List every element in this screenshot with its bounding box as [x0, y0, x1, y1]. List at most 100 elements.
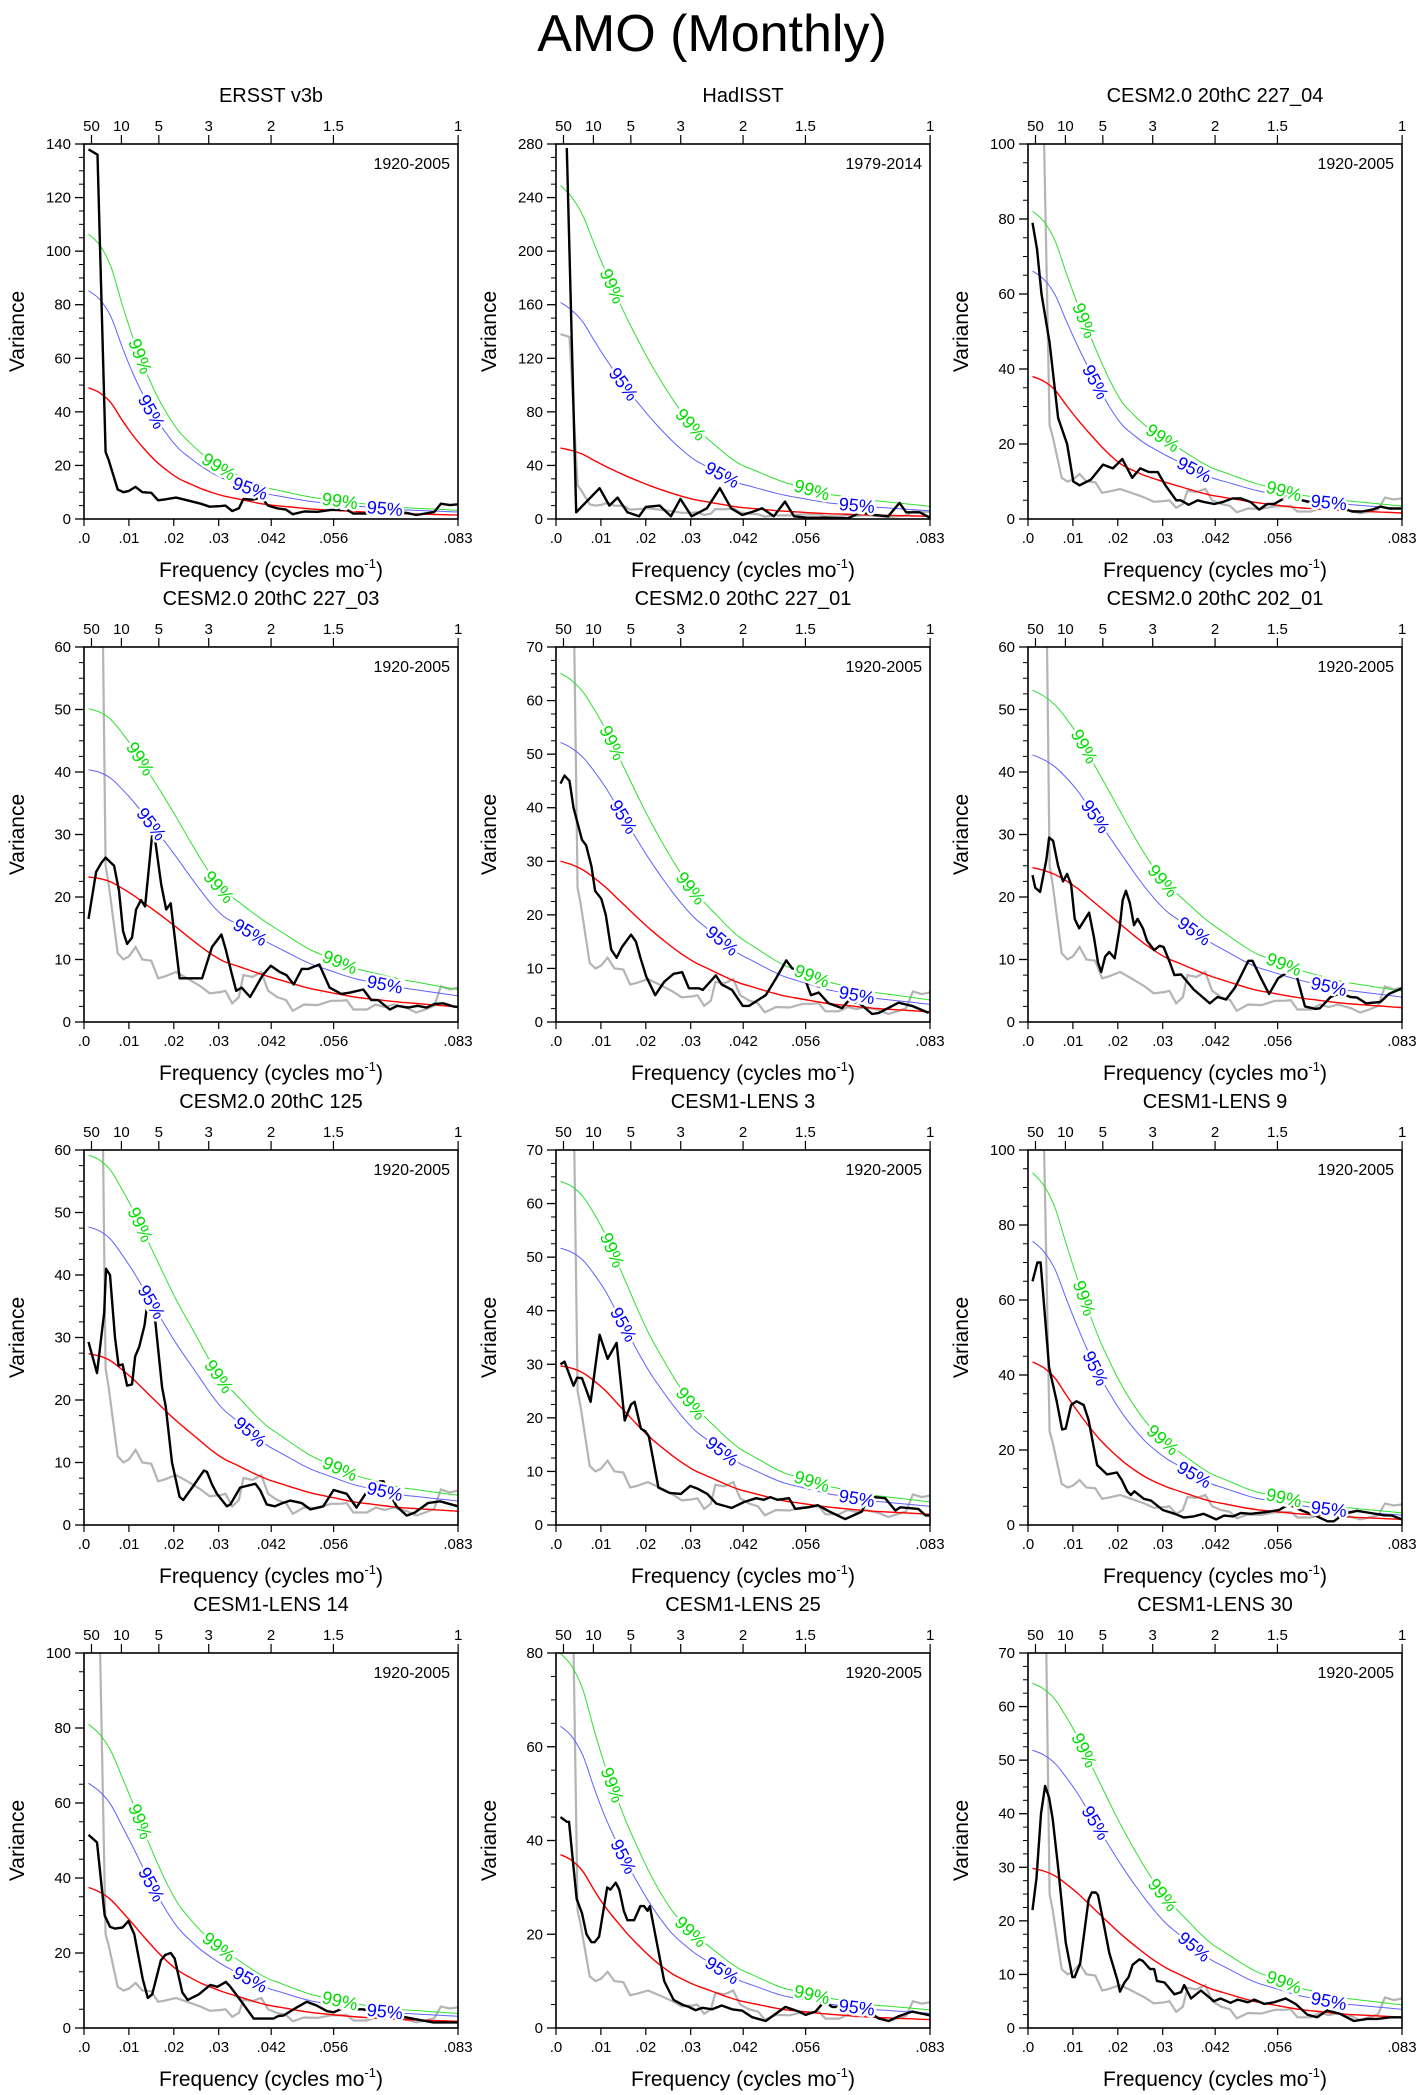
plot-area [559, 1653, 930, 2023]
period-tick-label: 1 [1398, 1627, 1406, 1644]
y-tick-label: 40 [54, 764, 71, 781]
y-tick-label: 100 [46, 1645, 71, 1662]
x-axis-label-main: Frequency (cycles mo [159, 1565, 364, 1588]
y-tick-label: 0 [535, 1517, 543, 1534]
period-tick-label: 5 [155, 118, 163, 135]
spectrum-panel: CESM2.0 20thC 227_03 1920-2005 Variance Fre… [6, 588, 473, 1085]
x-tick-label: .042 [257, 1536, 286, 1553]
y-axis-label: Variance [6, 794, 29, 875]
y-tick-label: 60 [998, 1292, 1015, 1309]
spectrum-line [559, 774, 930, 1016]
y-tick-label: 10 [54, 1455, 71, 1472]
x-tick-label: .056 [1263, 530, 1292, 547]
period-tick-label: 10 [1057, 1124, 1074, 1141]
plot-area [87, 1653, 458, 2024]
period-tick-label: 5 [1099, 621, 1107, 638]
y-tick-label: 40 [526, 457, 543, 474]
x-tick-label: .03 [208, 530, 229, 547]
plot-area [1031, 1653, 1402, 2023]
confidence-99-label: 99% [319, 1452, 360, 1485]
x-tick-label: .042 [1201, 1033, 1230, 1050]
x-tick-label: .02 [163, 1536, 184, 1553]
confidence-95-label: 95% [1174, 1928, 1214, 1966]
period-tick-label: 10 [1057, 1627, 1074, 1644]
period-tick-label: 1 [1398, 621, 1406, 638]
reference-spectrum-line [101, 1150, 458, 1517]
period-tick-label: 3 [677, 621, 685, 638]
x-axis-label-superscript: -1 [836, 1562, 848, 1577]
period-tick-label: 1.5 [1267, 118, 1288, 135]
period-tick-label: 2 [1211, 1627, 1219, 1644]
x-tick-label: .0 [78, 1536, 91, 1553]
confidence-99-line [560, 1653, 930, 2011]
period-tick-label: 1.5 [323, 118, 344, 135]
x-axis-label: Frequency (cycles mo-1) [1103, 1562, 1327, 1588]
period-tick-label: 3 [205, 1627, 213, 1644]
x-tick-label: .056 [1263, 1536, 1292, 1553]
x-tick-label: .01 [1062, 2039, 1083, 2056]
x-axis-label-main: Frequency (cycles mo [631, 1062, 836, 1085]
confidence-95-line [88, 1226, 458, 1502]
y-tick-label: 80 [526, 404, 543, 421]
confidence-99-label: 99% [198, 449, 239, 485]
confidence-99-line [1032, 689, 1402, 992]
y-axis-label: Variance [950, 1800, 973, 1881]
panel-title: CESM1-LENS 14 [193, 1594, 349, 1616]
panel-title: ERSST v3b [219, 85, 323, 107]
x-tick-label: .083 [915, 1536, 944, 1553]
x-tick-label: .03 [680, 1033, 701, 1050]
x-axis-label-superscript: -1 [836, 1059, 848, 1074]
confidence-95-label: 95% [837, 1486, 876, 1512]
x-tick-label: .01 [1062, 1536, 1083, 1553]
x-tick-label: .083 [443, 1033, 472, 1050]
red-noise-line [1032, 375, 1402, 514]
confidence-95-line [1032, 270, 1402, 510]
confidence-95-label: 95% [1077, 796, 1114, 837]
y-axis-label: Variance [478, 291, 501, 372]
confidence-95-label: 95% [702, 922, 742, 960]
period-tick-label: 3 [677, 1627, 685, 1644]
confidence-99-label: 99% [595, 722, 629, 763]
period-tick-label: 50 [555, 621, 572, 638]
x-tick-label: .056 [791, 1033, 820, 1050]
confidence-95-label: 95% [134, 391, 169, 432]
y-tick-label: 60 [998, 1699, 1015, 1716]
confidence-99-label: 99% [671, 404, 710, 444]
period-tick-label: 3 [677, 118, 685, 135]
x-tick-label: .01 [118, 530, 139, 547]
y-tick-label: 30 [998, 1859, 1015, 1876]
x-tick-label: .083 [915, 1033, 944, 1050]
confidence-99-line [1032, 210, 1402, 507]
period-tick-label: 2 [1211, 1124, 1219, 1141]
period-tick-label: 50 [1027, 621, 1044, 638]
y-tick-label: 50 [526, 746, 543, 763]
confidence-99-label: 99% [792, 1981, 832, 2008]
x-axis-label-end: ) [848, 1062, 855, 1085]
x-tick-label: .042 [257, 2039, 286, 2056]
y-tick-label: 0 [1007, 1014, 1015, 1031]
x-tick-label: .083 [443, 530, 472, 547]
y-tick-label: 10 [526, 960, 543, 977]
confidence-99-line [560, 1180, 930, 1503]
red-noise-line [1032, 866, 1402, 1009]
confidence-95-label: 95% [1078, 1348, 1112, 1389]
spectrum-line [87, 1834, 458, 2024]
confidence-95-label: 95% [132, 804, 170, 845]
confidence-99-line [88, 1154, 458, 1496]
x-tick-label: .056 [319, 530, 348, 547]
x-axis-label-superscript: -1 [364, 2065, 376, 2080]
period-tick-label: 1.5 [323, 621, 344, 638]
period-label: 1920-2005 [845, 1162, 922, 1179]
x-axis-label: Frequency (cycles mo-1) [159, 556, 383, 582]
reference-spectrum-line [1043, 144, 1402, 515]
panel-title: CESM2.0 20thC 125 [179, 1091, 362, 1113]
x-tick-label: .083 [443, 1536, 472, 1553]
x-axis-label-main: Frequency (cycles mo [1103, 2068, 1308, 2091]
y-tick-label: 70 [998, 1645, 1015, 1662]
y-tick-label: 100 [46, 243, 71, 260]
x-axis-label-main: Frequency (cycles mo [631, 2068, 836, 2091]
x-tick-label: .03 [208, 2039, 229, 2056]
period-tick-label: 5 [155, 621, 163, 638]
confidence-99-label: 99% [792, 475, 832, 504]
spectrum-line [1031, 1784, 1402, 2023]
